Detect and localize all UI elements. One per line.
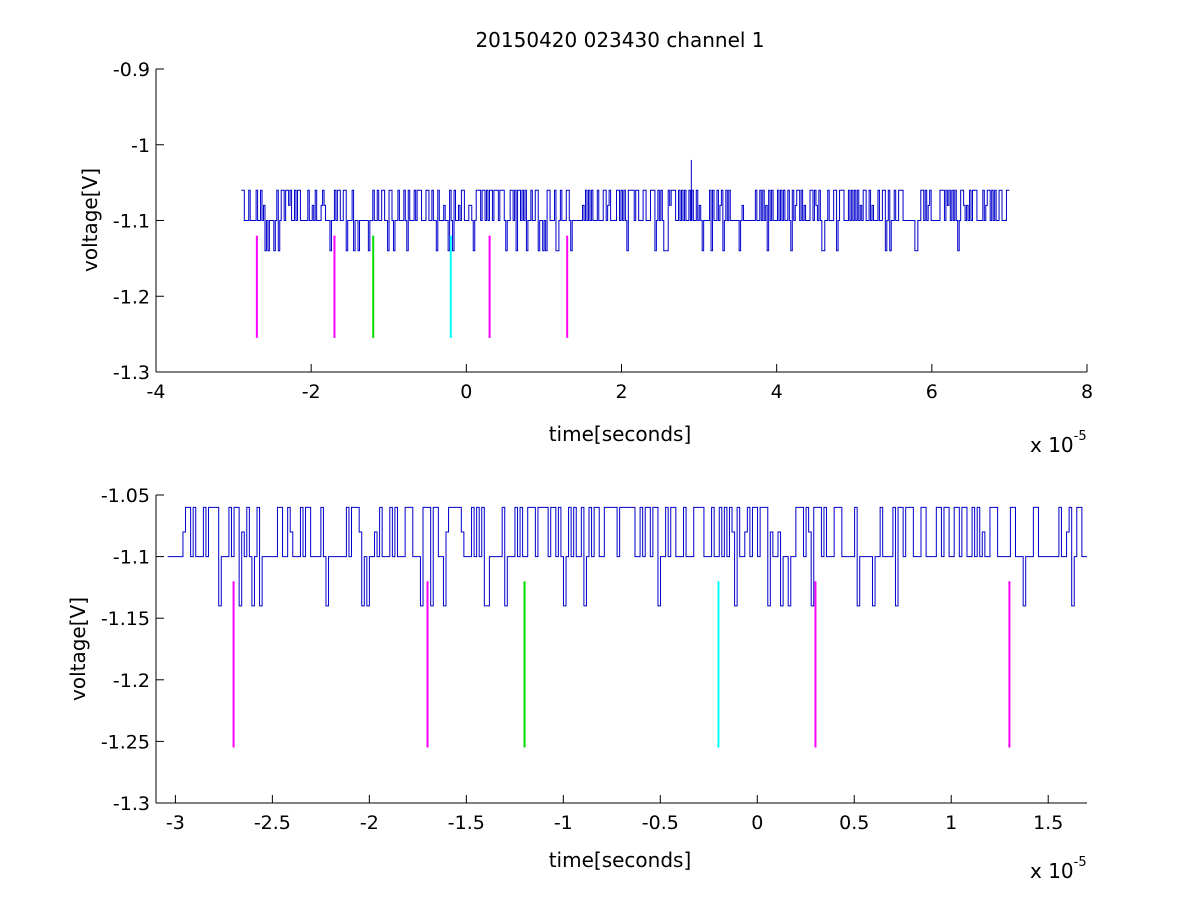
bottom-x-multiplier-exponent: -5: [1074, 855, 1087, 870]
top-y-tick-label: -1.1: [113, 211, 150, 233]
top-signal-layer: [241, 159, 1010, 252]
bottom-x-axis-label: time[seconds]: [549, 848, 692, 872]
bottom-x-tick-label: 0: [751, 812, 763, 834]
bottom-x-tick-label: -2: [360, 812, 379, 834]
top-plot: -4 -2 0 2 4 6 8 -1.3 -1.2 -1.1 -1 -0.9 time[second…: [78, 59, 1093, 457]
bottom-plot: -3 -2.5 -2 -1.5 -1 -0.5 0 0.5 1 1.5 -1.3 -1.25 -1.2…: [66, 485, 1087, 883]
bottom-x-tick-label: -2.5: [254, 812, 291, 834]
bottom-y-ticks: -1.3 -1.25 -1.2 -1.15 -1.1 -1.05: [101, 485, 164, 815]
bottom-signal-trace: [167, 506, 1087, 607]
chart-title: 20150420 023430 channel 1: [475, 28, 764, 52]
bottom-x-tick-label: 1: [945, 812, 957, 834]
bottom-x-multiplier: x 10-5: [1030, 855, 1087, 883]
bottom-y-tick-label: -1.15: [101, 608, 150, 630]
top-marker-layer: [255, 235, 569, 338]
bottom-plot-area: [156, 495, 1087, 803]
bottom-y-tick-label: -1.25: [101, 731, 150, 753]
top-y-tick-label: -1.2: [113, 286, 150, 308]
top-x-tick-label: 2: [615, 381, 627, 403]
top-y-tick-label: -1.3: [113, 362, 150, 384]
bottom-x-tick-label: -1: [554, 812, 573, 834]
top-x-multiplier: x 10-5: [1030, 429, 1087, 457]
top-y-tick-label: -0.9: [113, 59, 150, 81]
top-x-tick-label: 6: [926, 381, 938, 403]
top-y-tick-label: -1: [131, 135, 150, 157]
top-x-axis-label: time[seconds]: [549, 422, 692, 446]
bottom-y-tick-label: -1.2: [113, 670, 150, 692]
bottom-x-tick-label: 1.5: [1033, 812, 1063, 834]
bottom-y-tick-label: -1.1: [113, 547, 150, 569]
top-x-tick-label: 0: [460, 381, 472, 403]
bottom-x-ticks: -3 -2.5 -2 -1.5 -1 -0.5 0 0.5 1 1.5: [166, 795, 1063, 834]
bottom-x-tick-label: -3: [166, 812, 185, 834]
top-x-ticks: -4 -2 0 2 4 6 8: [147, 364, 1093, 403]
bottom-x-tick-label: 0.5: [839, 812, 869, 834]
top-x-tick-label: -4: [147, 381, 166, 403]
bottom-x-tick-label: -1.5: [448, 812, 485, 834]
bottom-x-multiplier-base: x 10: [1030, 859, 1074, 883]
top-x-tick-label: 8: [1081, 381, 1093, 403]
top-x-multiplier-exponent: -5: [1074, 429, 1087, 444]
bottom-y-tick-label: -1.05: [101, 485, 150, 507]
bottom-y-tick-label: -1.3: [113, 793, 150, 815]
top-y-ticks: -1.3 -1.2 -1.1 -1 -0.9: [113, 59, 164, 384]
top-y-axis-label: voltage[V]: [78, 168, 102, 272]
top-x-tick-label: 4: [771, 381, 783, 403]
bottom-marker-layer: [232, 581, 1011, 748]
top-x-multiplier-base: x 10: [1030, 433, 1074, 457]
bottom-y-axis-label: voltage[V]: [66, 597, 90, 701]
top-signal-trace: [241, 189, 1010, 252]
bottom-signal-layer: [167, 506, 1087, 607]
top-x-tick-label: -2: [302, 381, 321, 403]
bottom-x-tick-label: -0.5: [642, 812, 679, 834]
